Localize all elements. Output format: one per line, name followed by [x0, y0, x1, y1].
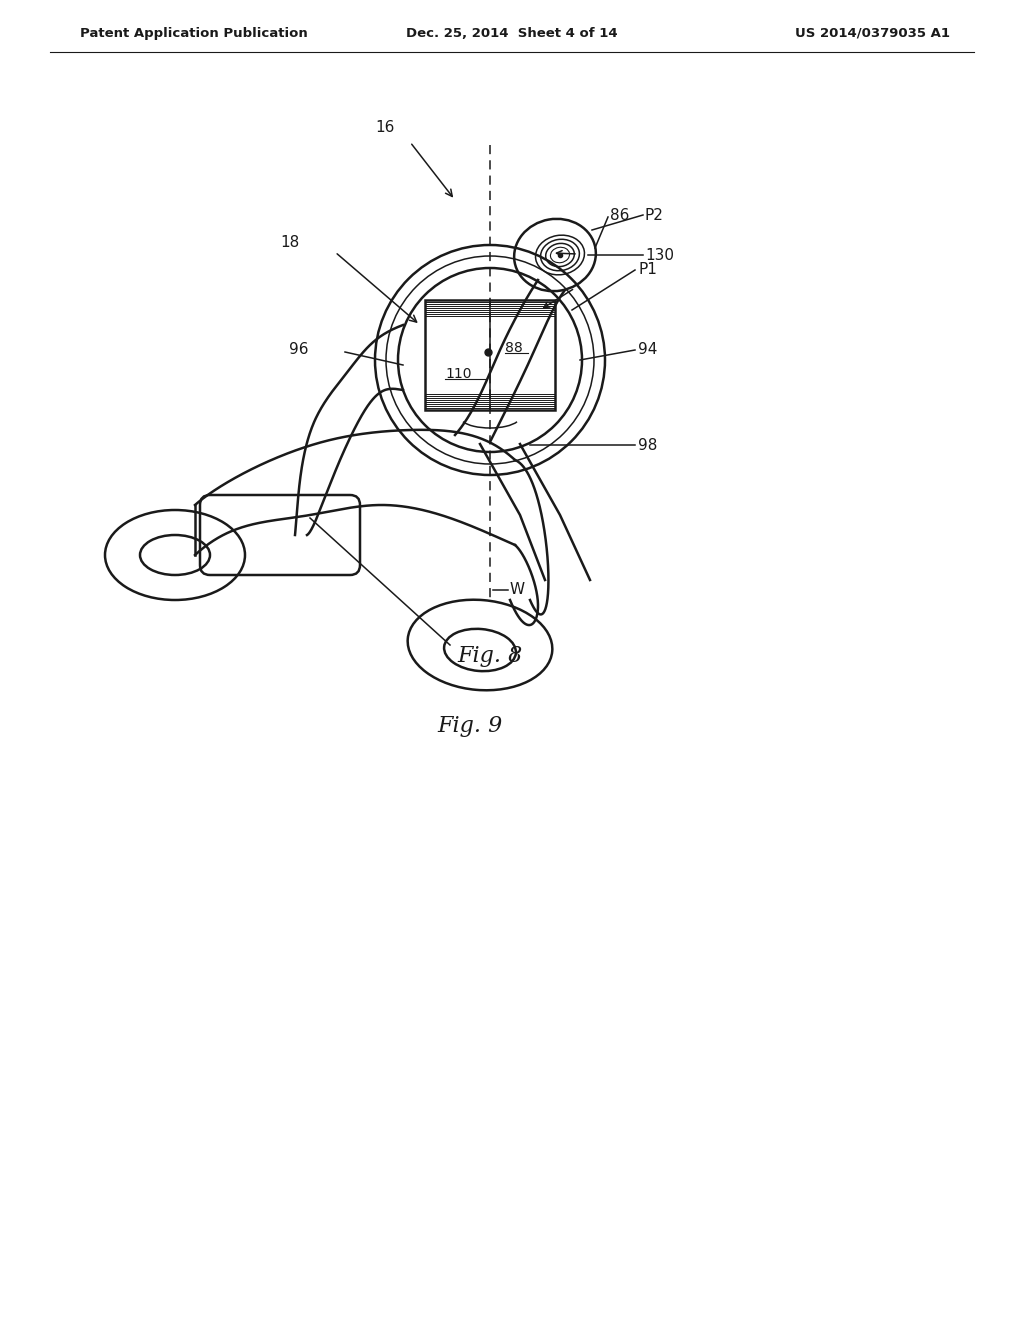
Text: Patent Application Publication: Patent Application Publication: [80, 26, 308, 40]
Text: P2: P2: [645, 207, 664, 223]
Text: P1: P1: [638, 263, 656, 277]
Text: Dec. 25, 2014  Sheet 4 of 14: Dec. 25, 2014 Sheet 4 of 14: [407, 26, 617, 40]
Text: 88: 88: [505, 341, 522, 355]
Text: 98: 98: [638, 437, 657, 453]
Text: US 2014/0379035 A1: US 2014/0379035 A1: [795, 26, 950, 40]
Text: 94: 94: [638, 342, 657, 358]
Text: 86: 86: [610, 207, 630, 223]
Text: 16: 16: [376, 120, 394, 135]
Text: 110: 110: [445, 367, 471, 381]
Text: 130: 130: [645, 248, 674, 263]
Text: 18: 18: [281, 235, 300, 249]
Bar: [425, 300, 555, 411]
Text: Fig. 8: Fig. 8: [458, 645, 522, 667]
Text: W: W: [510, 582, 525, 598]
Text: 96: 96: [289, 342, 308, 358]
Text: Fig. 9: Fig. 9: [437, 715, 503, 737]
